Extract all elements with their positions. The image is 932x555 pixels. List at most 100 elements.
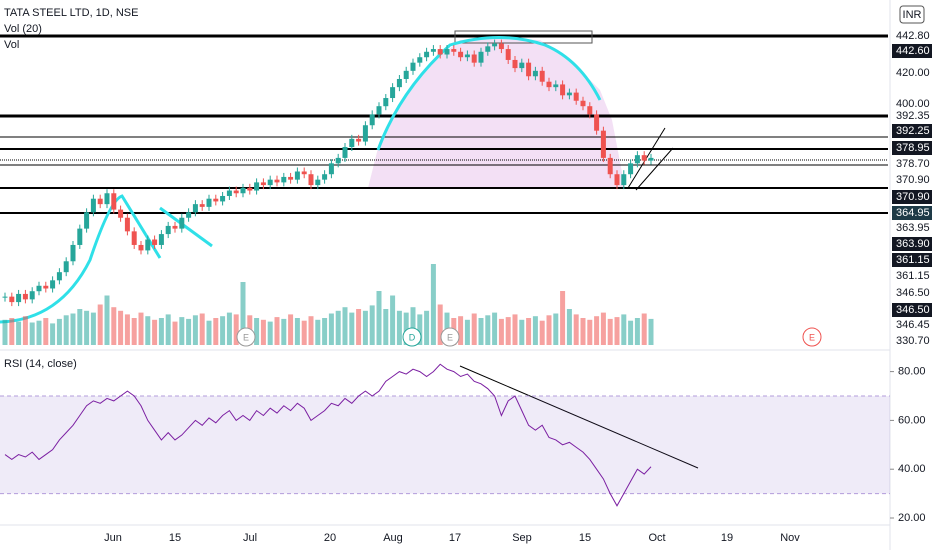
candle xyxy=(546,81,552,88)
price-label-bg xyxy=(892,109,932,123)
volume-bar xyxy=(600,312,606,345)
volume-bar xyxy=(505,317,511,345)
pattern-curve xyxy=(376,36,602,151)
volume-bar xyxy=(315,319,321,345)
volume-bar xyxy=(349,312,355,345)
box xyxy=(454,30,593,44)
shaded-region xyxy=(368,38,625,188)
time-label: 19 xyxy=(721,532,733,544)
price-label: 346.45 xyxy=(896,319,930,331)
candle xyxy=(158,234,164,245)
volume-bar xyxy=(437,304,443,345)
price-label-bg xyxy=(892,269,932,283)
volume-bar xyxy=(131,318,137,345)
volume-bar xyxy=(97,304,103,345)
candle xyxy=(641,155,647,161)
volume-bar xyxy=(458,316,464,345)
volume-bar xyxy=(118,310,124,345)
volume-bar xyxy=(138,312,144,345)
price-label-bg xyxy=(892,141,932,155)
price-label-bg xyxy=(892,190,932,204)
candle xyxy=(328,163,334,175)
price-label-bg xyxy=(892,157,932,171)
volume-label: Vol xyxy=(4,39,19,51)
candle xyxy=(192,204,198,213)
currency-box[interactable] xyxy=(899,5,925,24)
candle xyxy=(145,239,151,251)
volume-bar xyxy=(274,317,280,345)
candle xyxy=(383,98,389,107)
candle xyxy=(9,296,15,303)
candle xyxy=(124,217,130,232)
candle xyxy=(600,130,606,158)
candle xyxy=(179,217,185,229)
price-label: 370.90 xyxy=(896,191,930,203)
candle xyxy=(560,84,566,96)
volume-bar xyxy=(526,318,532,345)
volume-bar xyxy=(70,313,76,345)
volume-bar xyxy=(84,310,90,345)
volume-bar xyxy=(628,320,634,345)
candle xyxy=(390,87,396,99)
price-label-bg xyxy=(892,206,932,220)
price-label: 378.70 xyxy=(896,158,930,170)
candle xyxy=(573,92,579,101)
candle xyxy=(267,179,273,186)
volume-bar xyxy=(90,312,96,345)
volume-bar xyxy=(2,319,8,345)
candle xyxy=(594,114,600,131)
volume-bar xyxy=(594,316,600,345)
volume-bar xyxy=(213,318,219,345)
candle xyxy=(260,182,266,186)
candle xyxy=(226,190,232,196)
candle xyxy=(342,147,348,158)
candle xyxy=(165,225,171,235)
candle xyxy=(628,163,634,175)
candle xyxy=(410,62,416,71)
currency[interactable]: INR xyxy=(903,9,922,21)
price-label: 442.60 xyxy=(896,45,930,57)
time-label: 15 xyxy=(169,532,181,544)
candle xyxy=(648,157,654,161)
price-label: 442.80 xyxy=(896,30,930,42)
candle xyxy=(254,182,260,191)
candle xyxy=(22,293,28,300)
volume-bar xyxy=(512,314,518,345)
event-marker xyxy=(402,327,422,347)
candle xyxy=(2,296,8,298)
volume-bar xyxy=(369,305,375,345)
candle xyxy=(281,176,287,183)
volume-bar xyxy=(36,320,42,345)
volume-bar xyxy=(580,318,586,345)
candle xyxy=(186,212,192,218)
symbol-title: TATA STEEL LTD, 1D, NSE xyxy=(4,7,138,19)
volume-bar xyxy=(648,318,654,345)
volume-bar xyxy=(16,321,22,345)
candle xyxy=(512,59,518,69)
volume-bar xyxy=(424,310,430,345)
volume-bar xyxy=(560,291,566,345)
candle xyxy=(152,239,158,245)
price-label-bg xyxy=(892,286,932,300)
volume-bar xyxy=(519,319,525,345)
volume-bar xyxy=(56,318,62,345)
candle xyxy=(131,231,137,245)
volume-bar xyxy=(573,314,579,345)
candle xyxy=(206,198,212,207)
candle xyxy=(84,212,90,229)
candle xyxy=(471,54,477,63)
rsi-band xyxy=(0,396,890,494)
volume-bar xyxy=(63,315,69,345)
candle xyxy=(451,49,457,52)
volume-bar xyxy=(172,321,178,345)
volume-bar xyxy=(471,313,477,345)
candle xyxy=(437,49,443,55)
candle xyxy=(464,54,470,58)
candle xyxy=(50,280,56,289)
candle xyxy=(634,155,640,164)
volume-bar xyxy=(417,314,423,345)
time-label: Aug xyxy=(383,532,403,544)
candle xyxy=(532,70,538,77)
volume-bar xyxy=(322,318,328,345)
